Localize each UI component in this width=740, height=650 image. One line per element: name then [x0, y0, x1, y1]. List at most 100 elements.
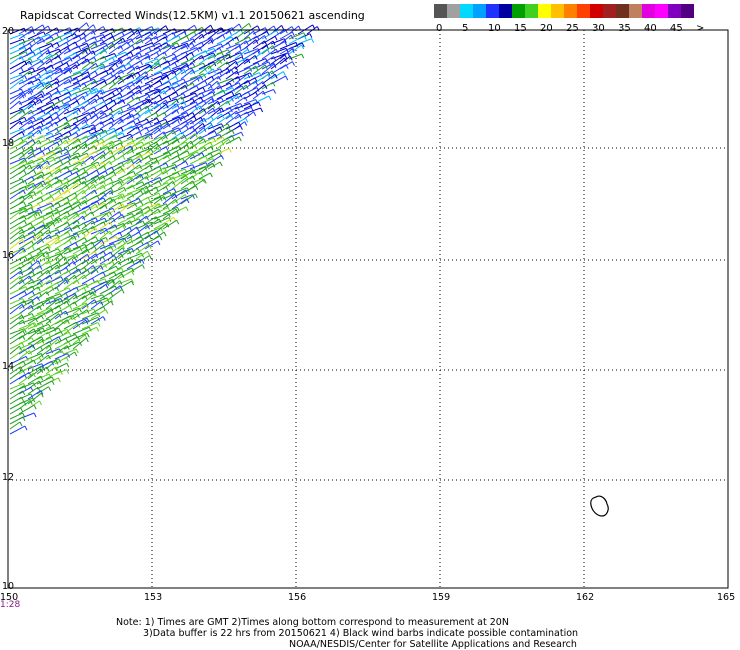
wind-barb-tick — [160, 170, 164, 175]
wind-barb-tick — [105, 284, 109, 289]
wind-barb-tick — [122, 99, 126, 104]
wind-barb-tick — [92, 50, 96, 56]
wind-barb-tick — [82, 215, 86, 221]
wind-barb-tick — [104, 129, 108, 135]
wind-barb-tick — [49, 206, 53, 211]
y-tick-18: 18 — [2, 138, 15, 149]
wind-barb — [243, 99, 256, 105]
wind-barb-tick — [47, 224, 51, 230]
wind-barb-tick — [38, 78, 42, 84]
wind-barb-tick — [122, 147, 126, 152]
wind-barb — [297, 24, 313, 35]
wind-barb — [90, 175, 104, 185]
wind-barb — [45, 27, 58, 35]
wind-barb — [9, 27, 25, 35]
wind-barb-tick — [212, 68, 216, 74]
wind-barb-tick — [290, 34, 294, 40]
wind-barb — [117, 213, 133, 220]
wind-barb — [9, 312, 22, 320]
wind-barb — [9, 108, 23, 115]
wind-barb-tick — [41, 38, 45, 43]
wind-barb — [135, 53, 149, 60]
wind-barb-tick — [241, 56, 245, 62]
wind-barb-tick — [42, 252, 46, 258]
wind-barb-tick — [148, 142, 152, 147]
wind-barb-tick — [157, 240, 161, 246]
wind-barb — [18, 300, 32, 310]
wind-barb-tick — [83, 210, 87, 216]
wind-barb-tick — [77, 107, 81, 113]
wind-barb-tick — [119, 280, 123, 285]
x-tick-150: 150 — [0, 592, 19, 603]
wind-barb-tick — [61, 350, 65, 356]
wind-barb — [18, 261, 31, 270]
wind-barb — [135, 98, 150, 110]
wind-barb — [180, 62, 194, 70]
wind-barb-tick — [111, 140, 115, 146]
wind-barb — [81, 36, 95, 45]
wind-barb — [126, 211, 142, 220]
wind-barb-tick — [105, 170, 109, 176]
wind-barb — [72, 68, 87, 75]
wind-barb-tick — [274, 74, 278, 79]
wind-barb — [144, 88, 158, 95]
wind-barb — [189, 67, 205, 75]
wind-barb — [45, 236, 58, 245]
wind-barb — [135, 231, 149, 240]
wind-barb-tick — [32, 397, 36, 403]
wind-barb-tick — [46, 160, 50, 166]
wind-barb-tick — [257, 50, 261, 55]
wind-barb — [90, 180, 104, 190]
wind-barb — [117, 164, 133, 175]
wind-barb-tick — [138, 231, 142, 237]
wind-barb-tick — [192, 175, 196, 181]
wind-barb-tick — [285, 64, 289, 69]
wind-barb — [162, 35, 179, 45]
wind-barb-tick — [72, 315, 76, 321]
wind-barb — [81, 227, 96, 240]
wind-barb-tick — [142, 220, 146, 226]
wind-barb-tick — [22, 109, 26, 115]
wind-barb-tick — [238, 82, 242, 87]
wind-barb-tick — [158, 180, 162, 186]
wind-barb-tick — [67, 189, 71, 194]
wind-barb — [180, 92, 196, 100]
wind-barb — [90, 161, 104, 170]
wind-barb — [216, 61, 228, 70]
wind-barb — [81, 322, 99, 330]
wind-barb — [9, 335, 23, 345]
wind-barb — [9, 201, 24, 210]
wind-barb-tick — [22, 335, 26, 340]
wind-barb — [207, 152, 220, 160]
wind-barb-tick — [40, 231, 44, 237]
wind-barb — [18, 290, 33, 300]
wind-barb — [36, 299, 49, 310]
colorbar-label: 10 — [488, 23, 501, 34]
wind-barb-tick — [84, 200, 88, 205]
wind-barb — [81, 312, 98, 320]
wind-barb-tick — [33, 232, 37, 237]
wind-barb — [108, 27, 123, 35]
wind-barb-tick — [213, 137, 217, 143]
wind-barb — [90, 237, 107, 245]
wind-barb-tick — [87, 185, 91, 190]
wind-barb-tick — [73, 256, 77, 261]
wind-barb — [225, 76, 239, 85]
wind-barb — [81, 98, 96, 110]
wind-barb-tick — [55, 121, 59, 127]
wind-barb — [117, 270, 132, 280]
wind-barb — [162, 62, 176, 70]
wind-barb-tick — [94, 36, 97, 42]
wind-barb — [81, 70, 96, 80]
wind-barb-tick — [60, 298, 64, 303]
wind-barb — [9, 247, 24, 260]
wind-barb-tick — [191, 126, 195, 131]
wind-barb-tick — [65, 215, 69, 221]
wind-barb — [27, 125, 41, 135]
wind-barb-tick — [191, 120, 194, 125]
wind-barb — [234, 72, 251, 80]
wind-barb — [9, 275, 21, 285]
wind-barb-tick — [245, 40, 249, 46]
colorbar-swatch — [538, 4, 551, 18]
wind-barb — [18, 372, 34, 385]
